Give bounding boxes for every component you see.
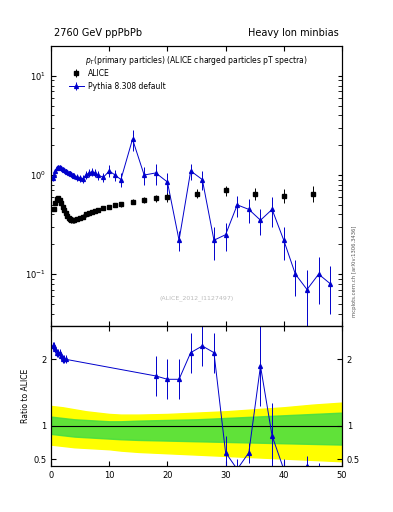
Text: Heavy Ion minbias: Heavy Ion minbias	[248, 28, 339, 38]
Y-axis label: Ratio to ALICE: Ratio to ALICE	[21, 369, 30, 423]
Text: $p_T$(primary particles) (ALICE charged particles pT spectra): $p_T$(primary particles) (ALICE charged …	[85, 54, 308, 68]
Legend: ALICE, Pythia 8.308 default: ALICE, Pythia 8.308 default	[66, 66, 169, 94]
Text: mcplots.cern.ch [arXiv:1306.3436]: mcplots.cern.ch [arXiv:1306.3436]	[352, 226, 357, 317]
Text: 2760 GeV ppPbPb: 2760 GeV ppPbPb	[54, 28, 142, 38]
Text: (ALICE_2012_I1127497): (ALICE_2012_I1127497)	[160, 295, 233, 301]
